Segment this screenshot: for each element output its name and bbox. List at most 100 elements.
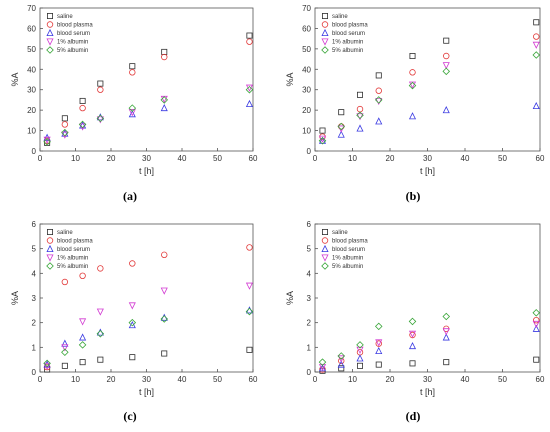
series-5-albumin bbox=[43, 85, 254, 146]
legend-label: 1% albumin bbox=[57, 40, 88, 46]
x-tick-label: 20 bbox=[107, 154, 116, 163]
y-tick-label: 50 bbox=[27, 45, 36, 54]
x-tick-label: 10 bbox=[348, 375, 357, 384]
legend-label: blood plasma bbox=[332, 239, 368, 245]
x-tick-label: 50 bbox=[498, 154, 507, 163]
data-point bbox=[96, 330, 105, 338]
y-axis-title: %A bbox=[10, 72, 20, 86]
y-tick-label: 6 bbox=[32, 220, 37, 229]
data-point bbox=[533, 19, 540, 26]
data-point bbox=[356, 354, 364, 362]
data-point bbox=[318, 136, 327, 144]
data-point bbox=[318, 137, 327, 145]
x-tick-label: 20 bbox=[386, 154, 395, 163]
data-point bbox=[61, 131, 69, 139]
legend-marker bbox=[321, 21, 329, 28]
legend-marker bbox=[321, 46, 329, 54]
legend-marker bbox=[46, 38, 54, 46]
legend-marker bbox=[46, 46, 54, 54]
data-point bbox=[61, 278, 69, 286]
x-axis-title: t [h] bbox=[139, 387, 154, 397]
y-tick-label: 40 bbox=[302, 65, 311, 74]
x-tick-label: 30 bbox=[423, 375, 432, 384]
data-point bbox=[128, 321, 136, 329]
legend-label: saline bbox=[57, 230, 73, 236]
data-point bbox=[375, 87, 382, 94]
y-tick-label: 2 bbox=[32, 319, 37, 328]
data-point bbox=[337, 360, 345, 368]
y-tick-label: 70 bbox=[302, 4, 311, 13]
series-1-albumin bbox=[318, 41, 540, 143]
data-point bbox=[78, 341, 87, 349]
chart-panel-c: 0 10 20 30 40 50 60 0 1 2 3 4 5 6 t [h] %A saline blood p… bbox=[10, 220, 258, 423]
data-point bbox=[245, 84, 253, 92]
x-axis-title: t [h] bbox=[420, 387, 435, 397]
data-point bbox=[96, 308, 104, 316]
x-tick-label: 60 bbox=[536, 154, 545, 163]
x-tick-label: 40 bbox=[178, 375, 187, 384]
data-point bbox=[356, 111, 364, 120]
y-tick-label: 20 bbox=[302, 106, 311, 115]
series-5-albumin bbox=[43, 307, 254, 368]
data-point bbox=[246, 346, 253, 353]
x-tick-label: 60 bbox=[249, 375, 258, 384]
x-tick-label: 30 bbox=[142, 154, 151, 163]
data-point bbox=[533, 317, 540, 324]
data-point bbox=[443, 359, 450, 366]
x-axis-title: t [h] bbox=[139, 166, 154, 176]
x-tick-label: 20 bbox=[107, 375, 116, 384]
data-point bbox=[245, 282, 253, 290]
y-tick-label: 0 bbox=[32, 368, 37, 377]
data-point bbox=[337, 125, 345, 133]
data-point bbox=[356, 124, 364, 132]
x-tick-label: 10 bbox=[71, 154, 80, 163]
x-tick-label: 10 bbox=[71, 375, 80, 384]
series-blood-serum bbox=[43, 99, 253, 141]
data-point bbox=[96, 114, 105, 123]
panel-label: (d) bbox=[406, 409, 421, 423]
data-point bbox=[375, 339, 383, 347]
data-point bbox=[409, 53, 416, 60]
panel-label: (b) bbox=[406, 189, 421, 203]
plot-frame bbox=[314, 7, 541, 152]
data-point bbox=[79, 333, 87, 341]
legend-label: 5% albumin bbox=[332, 48, 363, 54]
data-point bbox=[61, 344, 69, 352]
series-blood-serum bbox=[318, 324, 540, 372]
data-point bbox=[337, 352, 346, 360]
y-tick-label: 1 bbox=[307, 343, 312, 352]
series-1-albumin bbox=[318, 320, 540, 372]
data-point bbox=[128, 109, 136, 117]
data-point bbox=[408, 330, 417, 338]
data-point bbox=[79, 359, 86, 366]
y-axis-title: %A bbox=[285, 72, 295, 86]
data-point bbox=[128, 110, 136, 118]
legend-label: saline bbox=[332, 230, 348, 236]
legend-marker bbox=[321, 254, 329, 262]
data-point bbox=[356, 341, 364, 349]
data-point bbox=[161, 48, 168, 55]
data-point bbox=[375, 72, 382, 79]
x-tick-label: 50 bbox=[498, 375, 507, 384]
data-point bbox=[443, 37, 450, 44]
data-point bbox=[318, 364, 327, 372]
series-blood-plasma bbox=[43, 244, 253, 371]
series-5-albumin bbox=[318, 309, 541, 366]
data-point bbox=[356, 91, 363, 98]
data-point bbox=[408, 112, 417, 120]
data-point bbox=[97, 80, 104, 87]
series-blood-serum bbox=[43, 306, 253, 368]
legend-marker bbox=[46, 262, 54, 270]
chart-panel-a: 0 10 20 30 40 50 60 0 10 20 30 40 50 60 70 t [h] %A salin… bbox=[10, 4, 258, 203]
series-blood-serum bbox=[318, 101, 540, 144]
data-point bbox=[442, 67, 451, 76]
data-point bbox=[61, 339, 69, 347]
y-tick-label: 40 bbox=[27, 65, 36, 74]
data-point bbox=[443, 52, 450, 60]
x-tick-label: 0 bbox=[313, 375, 318, 384]
legend-marker bbox=[321, 28, 329, 36]
y-tick-label: 10 bbox=[27, 127, 36, 136]
x-tick-label: 30 bbox=[423, 154, 432, 163]
y-tick-label: 70 bbox=[27, 4, 36, 13]
